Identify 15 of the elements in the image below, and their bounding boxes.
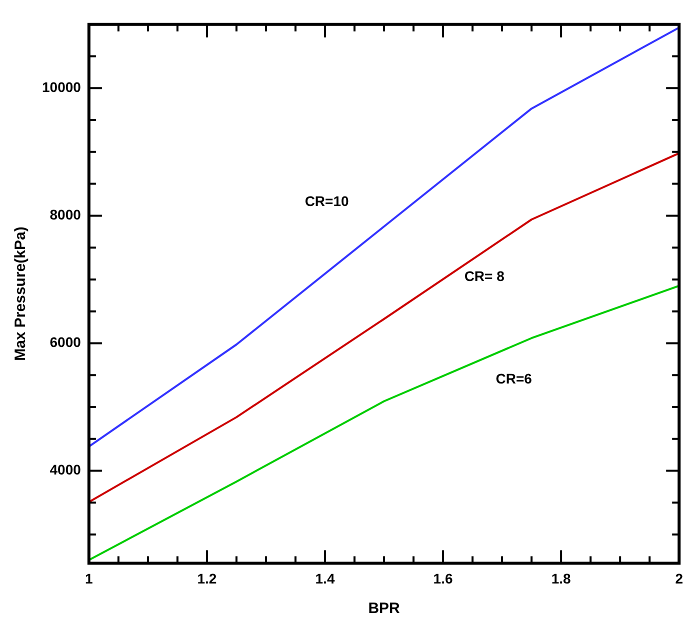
y-axis-title: Max Pressure(kPa) bbox=[12, 226, 30, 361]
y-tick-label: 6000 bbox=[50, 334, 82, 350]
series-label: CR=6 bbox=[496, 370, 532, 387]
series-label: CR= 8 bbox=[464, 268, 505, 284]
y-tick-label: 10000 bbox=[42, 79, 82, 96]
y-tick-label: 8000 bbox=[50, 206, 82, 223]
x-axis-title: BPR bbox=[368, 600, 400, 618]
x-tick-label: 1.6 bbox=[433, 570, 453, 586]
y-tick-label: 4000 bbox=[50, 462, 82, 478]
x-tick-label: 2 bbox=[675, 570, 684, 586]
text: CR=10 bbox=[304, 193, 350, 210]
x-tick-label: 1.2 bbox=[197, 570, 217, 586]
x-tick-label: 1.4 bbox=[315, 570, 335, 586]
x-tick-label: 1 bbox=[85, 570, 94, 586]
x-tick-label: 1.8 bbox=[551, 570, 572, 586]
